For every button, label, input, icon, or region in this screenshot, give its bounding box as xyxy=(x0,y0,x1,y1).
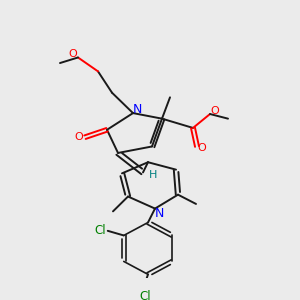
Text: O: O xyxy=(211,106,219,116)
Text: N: N xyxy=(154,207,164,220)
Text: O: O xyxy=(198,143,206,153)
Text: H: H xyxy=(149,170,157,180)
Text: Cl: Cl xyxy=(94,224,106,237)
Text: N: N xyxy=(132,103,142,116)
Text: O: O xyxy=(75,132,83,142)
Text: O: O xyxy=(69,49,77,59)
Text: Cl: Cl xyxy=(139,290,151,300)
